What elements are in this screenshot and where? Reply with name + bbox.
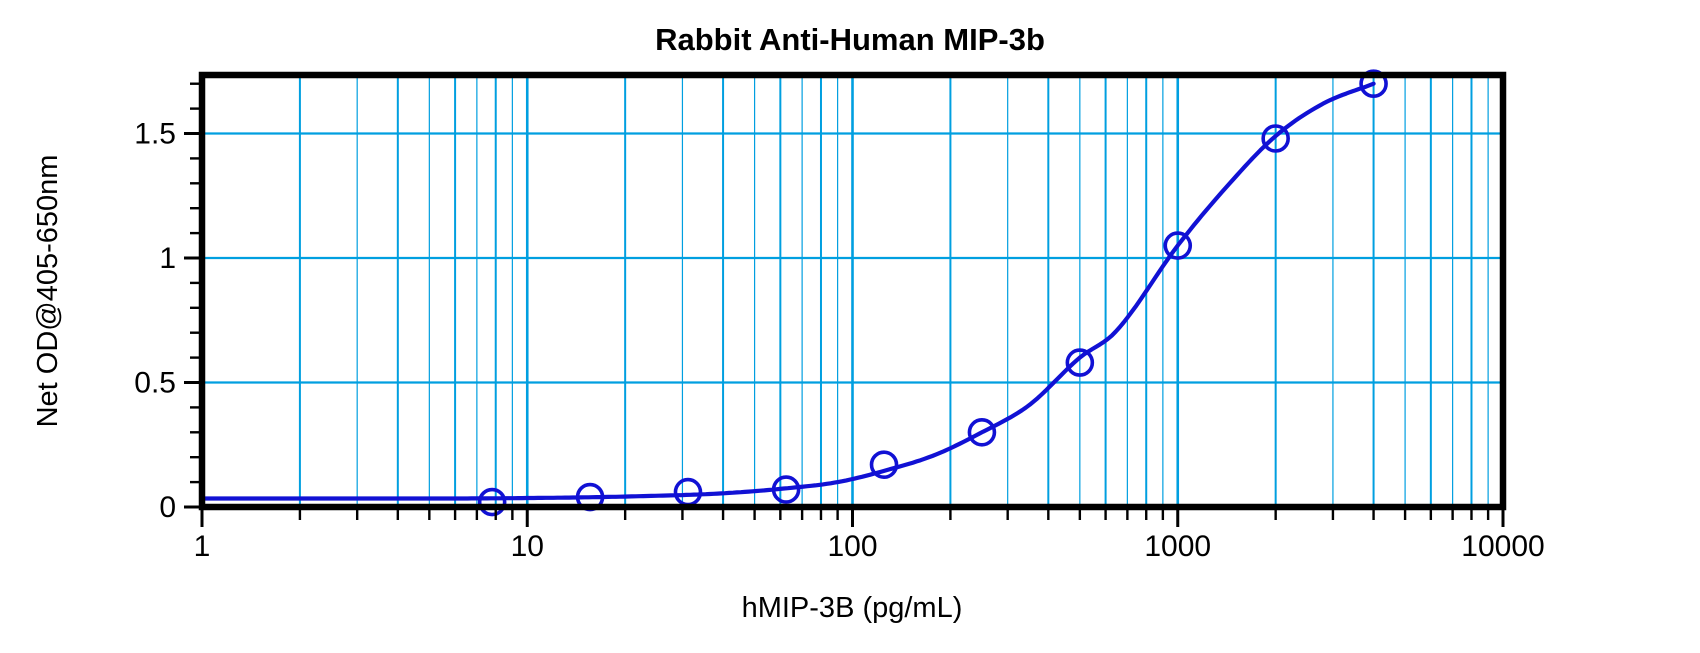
data-point-circle — [771, 475, 801, 504]
data-point-circle — [477, 487, 507, 517]
y-tick-label: 1 — [159, 242, 176, 275]
data-point-circle — [1065, 348, 1095, 377]
data-points — [477, 69, 1388, 517]
x-axis-title: hMIP-3B (pg/mL) — [742, 592, 963, 624]
x-tick-label: 1 — [194, 530, 211, 563]
x-tick-label: 10000 — [1461, 530, 1544, 563]
data-point-circle — [967, 418, 997, 447]
y-tick-label: 0 — [159, 491, 176, 524]
fit-curve — [199, 81, 1376, 501]
data-point-circle — [1261, 124, 1290, 153]
axes — [184, 71, 1507, 527]
x-tick-label: 1000 — [1144, 530, 1211, 563]
data-point-circle — [869, 450, 899, 479]
y-axis-title: Net OD@405-650nm — [32, 155, 64, 428]
data-point-circle — [1359, 69, 1388, 99]
chart-title: Rabbit Anti-Human MIP-3b — [655, 22, 1045, 57]
x-tick-label: 100 — [827, 530, 877, 563]
fit-curve-path — [199, 81, 1376, 501]
x-tick-label: 10 — [511, 530, 544, 563]
tick-labels: 1 10 100 1000 10000 0 0.5 1 1.5 — [134, 118, 1544, 563]
gridlines — [202, 75, 1503, 507]
data-point-circle — [1163, 231, 1193, 260]
plot-border — [198, 71, 1507, 511]
data-point-circle — [673, 477, 703, 507]
y-tick-label: 1.5 — [134, 118, 176, 151]
y-tick-label: 0.5 — [134, 367, 176, 400]
